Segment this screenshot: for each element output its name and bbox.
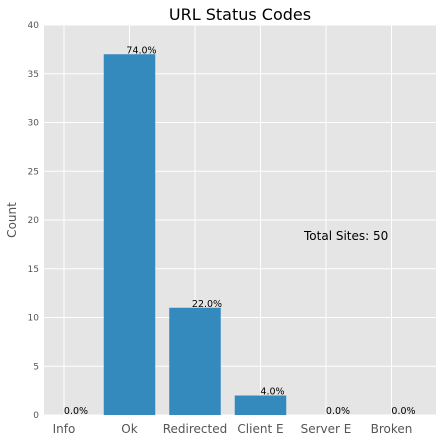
y-axis-label: Count bbox=[5, 202, 19, 238]
data-labels: 0.0% 74.0% 22.0% 4.0% 0.0% 0.0% bbox=[64, 45, 416, 417]
data-label: 0.0% bbox=[64, 406, 88, 417]
y-tick-label: 5 bbox=[33, 362, 39, 372]
x-tick-label: Redirected bbox=[163, 422, 228, 436]
x-tick-label: Broken bbox=[371, 422, 413, 436]
y-tick-label: 20 bbox=[28, 216, 40, 226]
y-tick-label: 30 bbox=[28, 119, 40, 129]
data-label: 4.0% bbox=[260, 387, 284, 398]
x-tick-labels: Info Ok Redirected Client E Server E Broken bbox=[53, 422, 413, 436]
x-tick-label: Info bbox=[53, 422, 76, 436]
y-tick-label: 10 bbox=[28, 314, 40, 324]
x-tick-label: Ok bbox=[121, 422, 137, 436]
bar bbox=[234, 395, 287, 415]
y-tick-labels: 0 5 10 15 20 25 30 35 40 bbox=[28, 21, 40, 421]
bar bbox=[103, 54, 156, 415]
data-label: 74.0% bbox=[126, 45, 156, 56]
y-tick-label: 0 bbox=[33, 411, 39, 421]
chart-title: URL Status Codes bbox=[169, 5, 311, 24]
y-tick-label: 40 bbox=[28, 21, 40, 31]
data-label: 0.0% bbox=[391, 406, 415, 417]
y-tick-label: 15 bbox=[28, 265, 39, 275]
data-label: 22.0% bbox=[192, 299, 222, 310]
y-tick-label: 25 bbox=[28, 167, 39, 177]
bar bbox=[169, 307, 221, 415]
bars bbox=[103, 54, 287, 415]
x-tick-label: Client E bbox=[237, 422, 283, 436]
x-tick-label: Server E bbox=[301, 422, 352, 436]
y-tick-label: 35 bbox=[28, 70, 39, 80]
total-sites-annotation: Total Sites: 50 bbox=[303, 229, 388, 243]
data-label: 0.0% bbox=[326, 406, 350, 417]
